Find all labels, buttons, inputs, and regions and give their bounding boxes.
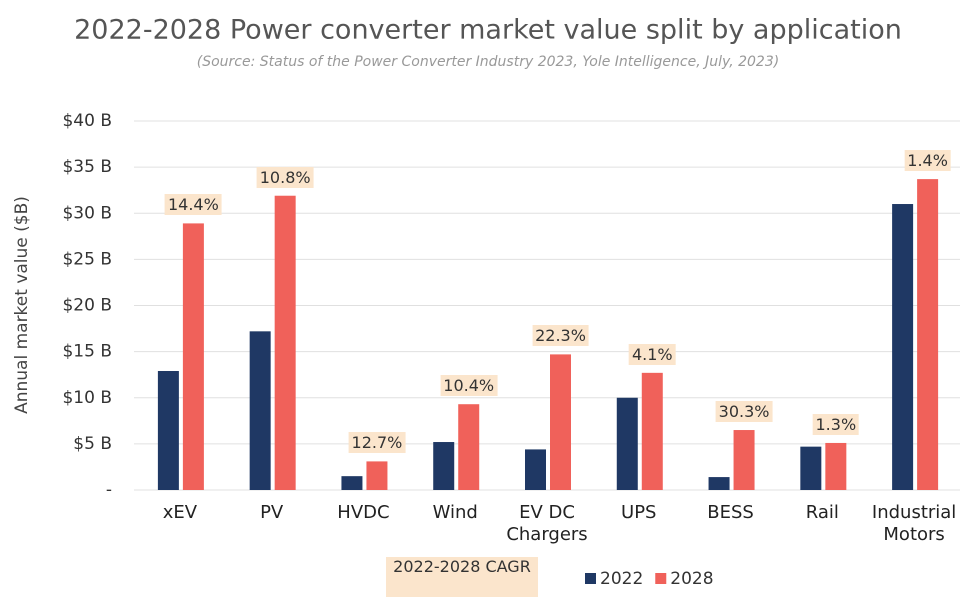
cagr-legend: 2022-2028 CAGR [386, 557, 538, 597]
bar [157, 370, 179, 490]
chart-title: 2022-2028 Power converter market value s… [74, 15, 902, 46]
cagr-label: 22.3% [532, 325, 589, 347]
cagr-label: 14.4% [164, 194, 222, 216]
bar [458, 404, 480, 490]
x-tick-label: BESS [707, 502, 754, 523]
cagr-label: 1.3% [812, 413, 860, 435]
bar [616, 397, 638, 490]
bar [249, 331, 271, 490]
legend-label: 2022 [600, 569, 643, 589]
y-tick-label: $30 B [62, 203, 112, 223]
bar [800, 446, 822, 490]
y-tick-label: $25 B [62, 249, 112, 269]
x-tick-label: xEV [162, 502, 198, 523]
x-tick-label: UPS [621, 502, 657, 523]
y-axis-label: Annual market value ($B) [12, 196, 32, 414]
bar [341, 476, 363, 490]
cagr-label: 30.3% [715, 401, 773, 423]
x-tick-label: Rail [805, 502, 839, 523]
bar [550, 354, 571, 490]
x-tick-label: PV [260, 502, 284, 523]
y-tick-label: $10 B [62, 388, 112, 408]
bar [825, 442, 847, 490]
bar [525, 449, 546, 490]
bar [433, 442, 455, 490]
cagr-label: 10.4% [440, 375, 498, 397]
legend-swatch [585, 573, 596, 584]
bar [274, 195, 296, 490]
y-tick-label: $5 B [73, 434, 112, 454]
cagr-label: 1.4% [904, 150, 951, 172]
cagr-label: 12.7% [348, 432, 406, 454]
bar [182, 223, 204, 490]
y-tick-label: $35 B [62, 157, 112, 177]
x-tick-label: HVDC [337, 502, 390, 523]
x-tick-label: Wind [432, 502, 478, 523]
bar [366, 461, 388, 490]
y-tick-label: - [106, 480, 112, 500]
bar [733, 430, 755, 490]
y-tick-label: $20 B [62, 296, 112, 316]
bar [708, 477, 730, 490]
x-tick-label: EV DC Chargers [506, 502, 588, 545]
bar [892, 204, 914, 490]
legend-swatch [655, 573, 667, 584]
cagr-label: 10.8% [256, 166, 314, 188]
legend-label: 2028 [670, 569, 713, 589]
bar [917, 179, 939, 490]
y-tick-label: $15 B [62, 342, 112, 362]
cagr-label: 4.1% [628, 343, 676, 365]
y-tick-label: $40 B [62, 111, 112, 131]
x-tick-label: Industrial Motors [871, 502, 957, 545]
bar [641, 372, 663, 490]
chart-subtitle: (Source: Status of the Power Converter I… [197, 54, 779, 70]
